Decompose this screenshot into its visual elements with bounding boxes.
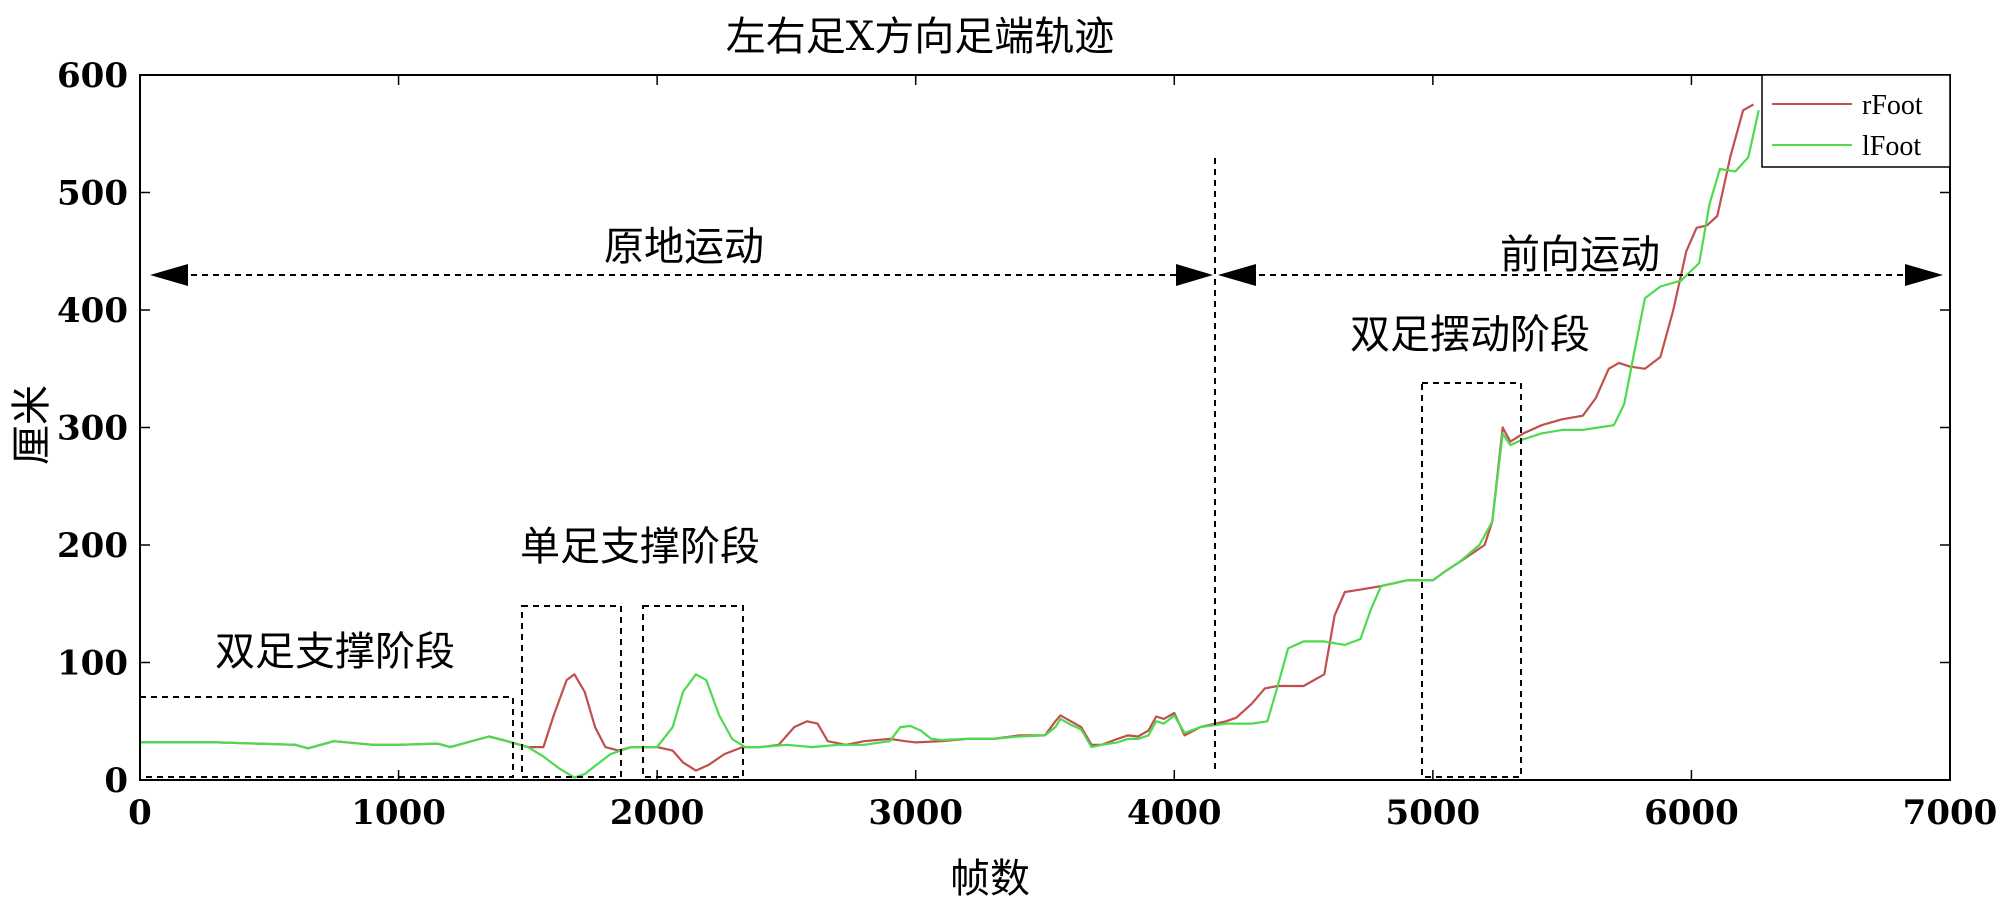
forward-arrow-right-head: [1905, 264, 1943, 286]
annotations: [139, 158, 1522, 778]
y-tick-label: 500: [57, 174, 128, 214]
x-axis-label: 帧数: [950, 856, 1030, 902]
x-tick-label: 7000: [1903, 793, 1998, 833]
x-tick-label: 5000: [1386, 793, 1481, 833]
single-support-box-right: [521, 605, 622, 778]
phase-arrows: [150, 264, 1943, 286]
x-tick-label: 1000: [351, 793, 446, 833]
legend: rFoot lFoot: [1761, 74, 1951, 168]
single-support-box-left: [642, 605, 744, 778]
double-swing-box: [1421, 382, 1522, 778]
in-place-arrow-left-head: [150, 264, 188, 286]
label-forward: 前向运动: [1500, 232, 1660, 278]
legend-label-lfoot: lFoot: [1862, 131, 1921, 162]
legend-box: [1761, 74, 1951, 168]
x-tick-label: 3000: [868, 793, 963, 833]
chart-title: 左右足X方向足端轨迹: [726, 14, 1114, 60]
y-tick-label: 300: [57, 409, 128, 449]
axis-ticks: 0 1000 2000 3000 4000 5000 6000 7000 0 100 200 300 4…: [57, 56, 1997, 833]
y-tick-label: 600: [57, 56, 128, 96]
series-line-lfoot: [140, 110, 1760, 779]
forward-arrow-left-head: [1218, 264, 1256, 286]
y-tick-label: 200: [57, 526, 128, 566]
x-tick-label: 2000: [610, 793, 705, 833]
x-tick-label: 0: [128, 793, 152, 833]
legend-label-rfoot: rFoot: [1862, 90, 1923, 121]
in-place-arrow-right-head: [1176, 264, 1213, 286]
double-support-box: [139, 696, 514, 778]
label-in-place: 原地运动: [604, 224, 764, 270]
series-group: [140, 103, 1760, 779]
y-tick-label: 400: [57, 291, 128, 331]
label-single-support: 单足支撑阶段: [520, 524, 760, 570]
y-tick-label: 100: [57, 644, 128, 684]
x-tick-label: 6000: [1644, 793, 1739, 833]
y-axis-label: 厘米: [9, 385, 55, 465]
y-tick-label: 0: [104, 761, 128, 801]
x-tick-label: 4000: [1127, 793, 1222, 833]
label-double-support: 双足支撑阶段: [215, 629, 455, 675]
series-line-rfoot: [140, 103, 1755, 772]
label-double-swing: 双足摆动阶段: [1350, 312, 1590, 358]
